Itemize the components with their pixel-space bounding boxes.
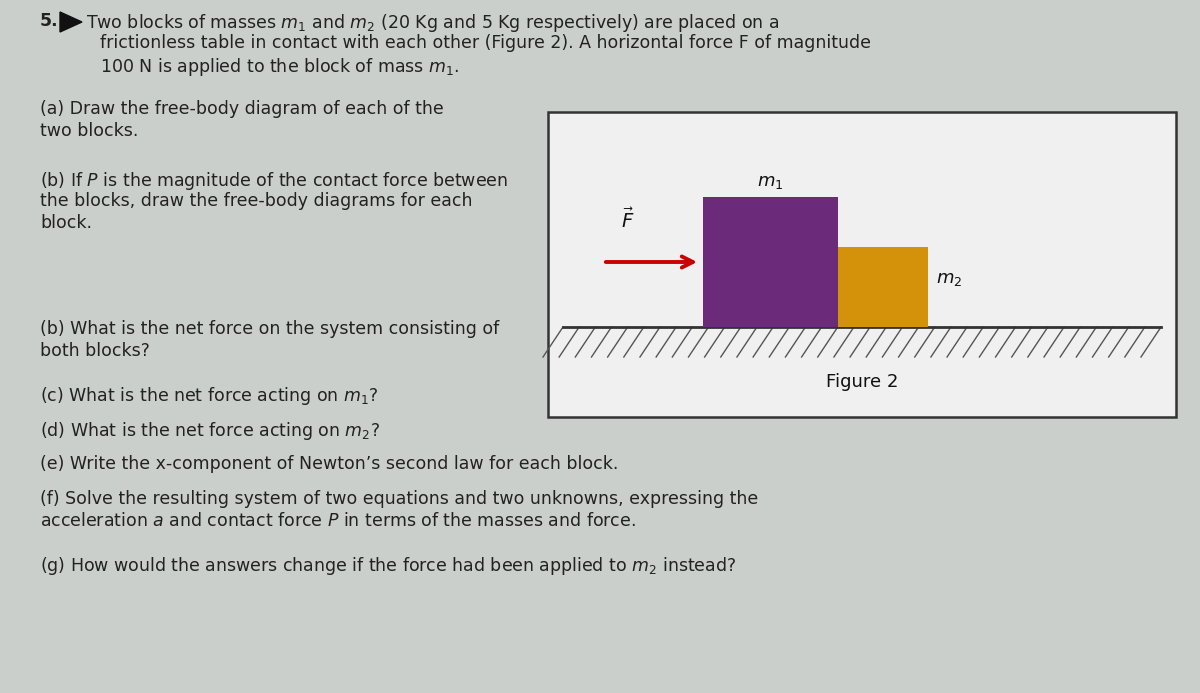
Text: $m_1$: $m_1$: [757, 173, 784, 191]
Text: (d) What is the net force acting on $m_2$?: (d) What is the net force acting on $m_2…: [40, 420, 380, 442]
Text: the blocks, draw the free-body diagrams for each: the blocks, draw the free-body diagrams …: [40, 192, 473, 210]
Bar: [548, 112, 1176, 417]
Text: frictionless table in contact with each other (Figure 2). A horizontal force F o: frictionless table in contact with each …: [100, 34, 871, 52]
Text: (e) Write the x-component of Newton’s second law for each block.: (e) Write the x-component of Newton’s se…: [40, 455, 618, 473]
Polygon shape: [60, 12, 82, 32]
Text: $\vec{F}$: $\vec{F}$: [620, 208, 634, 232]
Text: block.: block.: [40, 214, 92, 232]
Text: 5.: 5.: [40, 12, 59, 30]
Text: $m_2$: $m_2$: [936, 270, 962, 288]
Text: acceleration $a$ and contact force $P$ in terms of the masses and force.: acceleration $a$ and contact force $P$ i…: [40, 512, 636, 530]
Text: (g) How would the answers change if the force had been applied to $m_2$ instead?: (g) How would the answers change if the …: [40, 555, 736, 577]
Text: both blocks?: both blocks?: [40, 342, 150, 360]
Text: (c) What is the net force acting on $m_1$?: (c) What is the net force acting on $m_1…: [40, 385, 378, 407]
Bar: [703, 197, 838, 327]
Bar: [838, 247, 928, 327]
Text: two blocks.: two blocks.: [40, 122, 138, 140]
Text: (f) Solve the resulting system of two equations and two unknowns, expressing the: (f) Solve the resulting system of two eq…: [40, 490, 758, 508]
Text: 100 N is applied to the block of mass $m_1$.: 100 N is applied to the block of mass $m…: [100, 56, 460, 78]
Text: (a) Draw the free-body diagram of each of the: (a) Draw the free-body diagram of each o…: [40, 100, 444, 118]
Text: (b) If $P$ is the magnitude of the contact force between: (b) If $P$ is the magnitude of the conta…: [40, 170, 508, 192]
Text: Figure 2: Figure 2: [826, 373, 898, 391]
Text: Two blocks of masses $m_1$ and $m_2$ (20 Kg and 5 Kg respectively) are placed on: Two blocks of masses $m_1$ and $m_2$ (20…: [86, 12, 779, 34]
Text: (b) What is the net force on the system consisting of: (b) What is the net force on the system …: [40, 320, 499, 338]
